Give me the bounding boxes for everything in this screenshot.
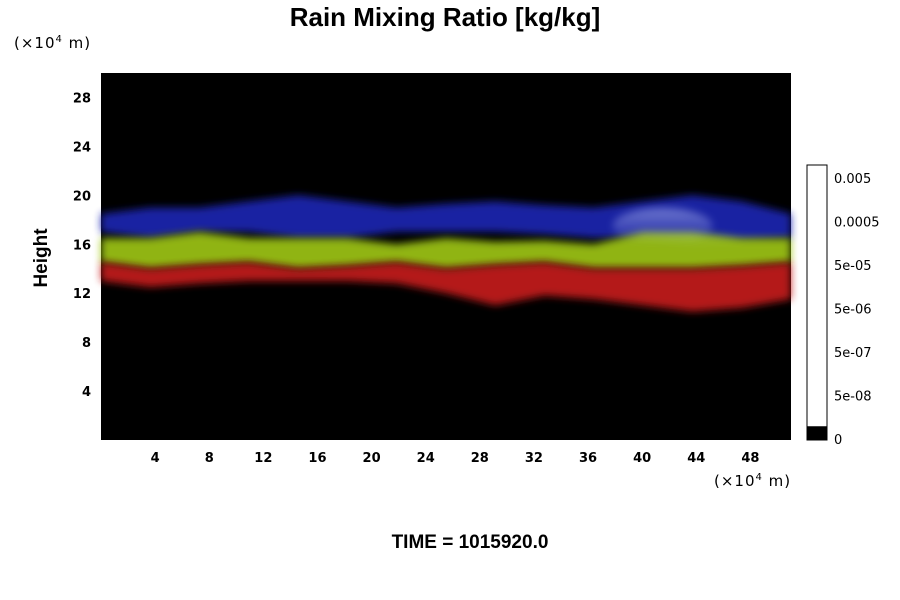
y-tick-label: 24 (73, 140, 91, 155)
colorbar-tick-label: 5e-07 (834, 346, 872, 361)
x-tick-label: 20 (363, 451, 381, 466)
x-axis-ticks: 4 8 12 16 20 24 28 32 36 40 44 48 (151, 451, 760, 466)
y-tick-label: 28 (73, 91, 91, 106)
time-label: TIME = 1015920.0 (391, 532, 549, 553)
heatmap-layer-2 (101, 262, 791, 312)
x-tick-label: 4 (151, 451, 160, 466)
y-tick-label: 16 (73, 238, 91, 253)
x-axis-unit: (×104 m) (714, 472, 792, 490)
y-tick-label: 8 (82, 336, 91, 351)
x-tick-label: 16 (308, 451, 326, 466)
x-tick-label: 36 (579, 451, 597, 466)
y-axis-unit: (×104 m) (14, 34, 92, 52)
x-tick-label: 24 (417, 451, 435, 466)
colorbar-ticks: 0 5e-08 5e-07 5e-06 5e-05 0.0005 0.005 (834, 172, 880, 448)
x-tick-label: 44 (687, 451, 705, 466)
colorbar-tick-label: 0.005 (834, 172, 871, 187)
y-axis-ticks: 4 8 12 16 20 24 28 (73, 91, 91, 400)
heatmap-layer-1 (101, 232, 791, 269)
colorbar (806, 164, 828, 441)
colorbar-step (807, 426, 827, 440)
x-tick-label: 40 (633, 451, 651, 466)
heatmap-field (101, 195, 791, 312)
x-tick-label: 28 (471, 451, 489, 466)
colorbar-tick-label: 5e-06 (834, 303, 872, 318)
heatmap-highlight (612, 207, 713, 244)
y-tick-label: 20 (73, 189, 91, 204)
x-tick-label: 8 (205, 451, 214, 466)
colorbar-tick-label: 0.0005 (834, 216, 880, 231)
colorbar-tick-label: 0 (834, 433, 842, 448)
x-tick-label: 48 (741, 451, 759, 466)
x-tick-label: 32 (525, 451, 543, 466)
chart-title: Rain Mixing Ratio [kg/kg] (289, 2, 601, 32)
colorbar-tick-label: 5e-08 (834, 390, 872, 405)
y-tick-label: 12 (73, 287, 91, 302)
x-tick-label: 12 (254, 451, 272, 466)
y-tick-label: 4 (82, 385, 91, 400)
colorbar-tick-label: 5e-05 (834, 259, 872, 274)
colorbar-frame (806, 164, 828, 441)
